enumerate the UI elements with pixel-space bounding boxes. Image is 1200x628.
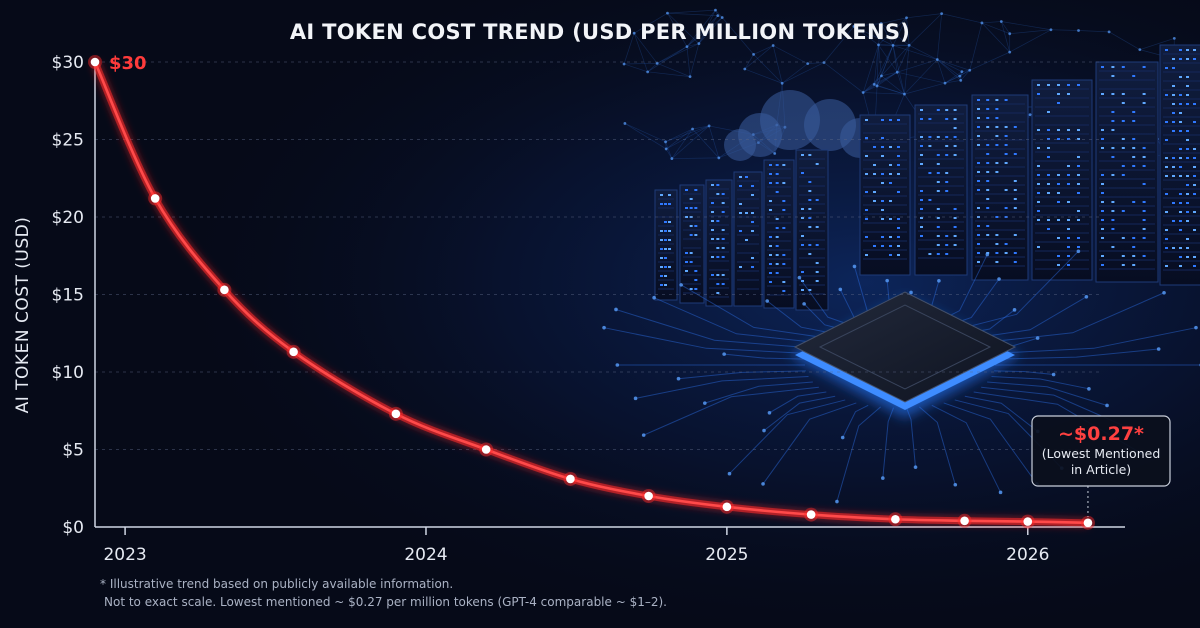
server-rack	[859, 114, 911, 276]
circuit-traces	[602, 249, 1200, 504]
callout-subtext: in Article)	[1071, 462, 1131, 477]
callout-box	[1031, 415, 1171, 487]
server-rack	[795, 149, 829, 311]
server-rack	[1031, 79, 1093, 281]
server-rack	[1095, 61, 1159, 283]
x-tick-label: 2024	[404, 545, 447, 565]
data-point	[1023, 517, 1033, 526]
data-point	[722, 502, 732, 512]
x-tick-label: 2025	[705, 545, 748, 565]
data-point	[960, 516, 969, 526]
axes	[94, 58, 1125, 535]
x-tick-label: 2026	[1006, 545, 1049, 565]
callout-value: ~$0.27*	[1058, 423, 1144, 445]
data-point	[90, 57, 100, 67]
y-tick-label: $30	[52, 53, 84, 73]
data-point	[289, 347, 298, 357]
y-tick-label: $0	[62, 518, 84, 538]
callout-subtext: (Lowest Mentioned	[1042, 446, 1161, 461]
data-point	[481, 445, 491, 454]
footnote-line-1: * Illustrative trend based on publicly a…	[100, 577, 453, 591]
data-point	[891, 514, 900, 524]
server-rack	[914, 104, 968, 276]
grid-lines	[95, 61, 1103, 450]
server-rack	[654, 189, 678, 301]
cloud-icon	[724, 90, 880, 161]
y-tick-label: $25	[52, 131, 84, 151]
y-tick-label: $10	[52, 363, 84, 383]
x-tick-label: 2023	[103, 545, 146, 565]
y-axis-label: AI TOKEN COST (USD)	[13, 217, 33, 414]
tick-labels: $0 $5 $10 $15 $20 $25 $30 2023 2024 2025 2026	[52, 53, 1050, 565]
processor-chip-icon	[790, 291, 1020, 418]
server-rack	[733, 171, 763, 307]
data-point	[644, 491, 653, 501]
server-rack	[763, 159, 795, 309]
series-layer	[88, 55, 1095, 530]
footnote-line-2: Not to exact scale. Lowest mentioned ~ $…	[104, 595, 667, 609]
server-racks	[654, 44, 1200, 311]
server-rack	[705, 179, 733, 307]
server-rack	[1159, 44, 1200, 286]
y-tick-label: $5	[62, 441, 84, 461]
start-value-label: $30	[109, 53, 147, 74]
data-point	[1083, 518, 1093, 528]
data-point	[391, 409, 401, 419]
data-point	[220, 285, 229, 295]
datacenter-scene	[602, 8, 1200, 504]
y-tick-label: $15	[52, 286, 84, 306]
y-tick-label: $20	[52, 208, 84, 228]
data-point	[150, 194, 160, 203]
chart-title: AI TOKEN COST TREND (USD PER MILLION TOK…	[290, 20, 910, 44]
data-point	[566, 474, 575, 484]
server-rack	[679, 184, 705, 304]
server-rack	[971, 94, 1029, 281]
data-point	[806, 510, 816, 519]
